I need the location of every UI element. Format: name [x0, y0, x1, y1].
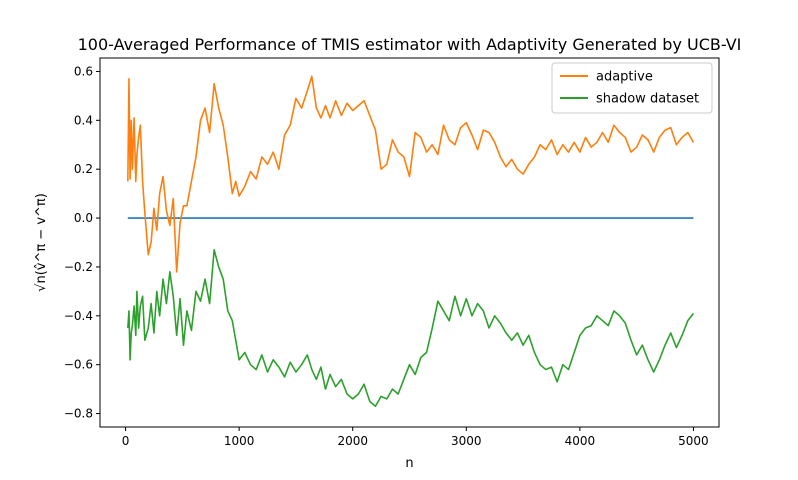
y-axis: −0.8 −0.6 −0.4 −0.2 0.0 0.2 0.4 0.6: [64, 64, 100, 421]
y-tick-label: −0.4: [64, 309, 93, 323]
series-layer: [127, 75, 695, 408]
x-tick-label: 1000: [224, 434, 255, 448]
x-tick-label: 4000: [565, 434, 596, 448]
series-line-shadow-dataset: [127, 249, 695, 408]
y-tick-label: 0.6: [74, 64, 93, 78]
chart-title: 100-Averaged Performance of TMIS estimat…: [78, 35, 742, 54]
plot-frame: [99, 57, 720, 428]
series-line-adaptive: [127, 75, 695, 273]
x-tick-label: 3000: [451, 434, 482, 448]
y-tick-label: 0.0: [74, 211, 93, 225]
y-axis-label: √n(v̂^π − v^π): [34, 193, 49, 292]
legend-label-adaptive: adaptive: [596, 70, 653, 85]
legend-box: [551, 62, 713, 114]
x-tick-label: 2000: [337, 434, 368, 448]
y-tick-label: −0.8: [64, 407, 93, 421]
y-tick-label: 0.2: [74, 162, 93, 176]
y-tick-label: 0.4: [74, 113, 93, 127]
legend: adaptive shadow dataset: [551, 62, 713, 114]
x-tick-label: 5000: [678, 434, 709, 448]
x-tick-label: 0: [122, 434, 130, 448]
x-axis: 0 1000 2000 3000 4000 5000: [122, 427, 709, 448]
legend-label-shadow-dataset: shadow dataset: [596, 92, 699, 107]
x-axis-label: n: [405, 456, 413, 471]
y-tick-label: −0.6: [64, 358, 93, 372]
y-tick-label: −0.2: [64, 260, 93, 274]
